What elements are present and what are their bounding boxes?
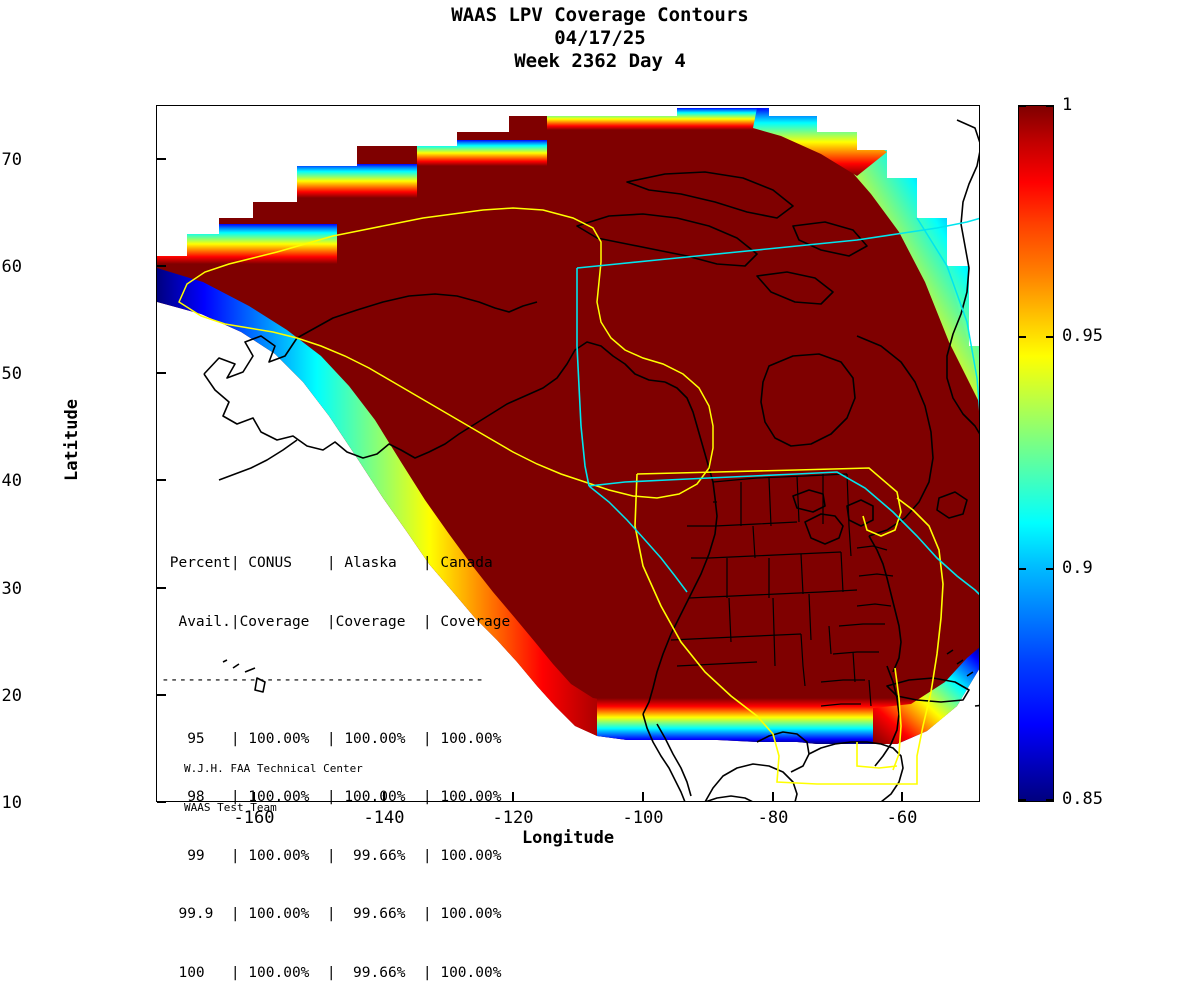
conus-florida-extension [856,667,902,771]
state-borders [670,473,894,707]
pacific-falloff-band [157,268,627,740]
y-tick-40 [157,479,166,481]
colorbar-label-085: 0.85 [1062,789,1103,809]
colorbar-label-1: 1 [1062,95,1073,115]
y-tick-label-60: 60 [1,257,22,277]
y-tick-30 [157,587,166,589]
coverage-map-svg [157,108,979,801]
credit-line-2: WAAS Test Team [184,801,277,814]
x-tick-m160 [253,792,255,801]
table-row: 98 | 100.00% | 100.00% | 100.00% [161,789,502,805]
chart-title-block: WAAS LPV Coverage Contours 04/17/25 Week… [0,4,1200,73]
y-tick-70 [157,158,166,160]
y-tick-60 [157,265,166,267]
stats-header-row-1: Percent| CONUS | Alaska | Canada [161,555,493,571]
x-tick-m120 [512,792,514,801]
colorbar-tick-1 [1018,105,1026,107]
y-tick-label-30: 30 [1,579,22,599]
canada-west-boundary [576,268,590,487]
colorbar-tick-085-r [1046,799,1054,801]
x-tick-label-m120: -120 [492,808,534,828]
map-canvas [157,106,979,801]
table-row: 99 | 100.00% | 99.66% | 100.00% [161,847,502,864]
stats-separator: ------------------------------------- [161,672,485,688]
y-tick-20 [157,694,166,696]
x-tick-label-m80: -80 [757,808,789,828]
x-tick-label-m140: -140 [363,808,405,828]
colorbar-tick-09-r [1046,568,1054,570]
colorbar-tick-1-r [1046,105,1054,107]
y-tick-label-70: 70 [1,150,22,170]
title-line-3: Week 2362 Day 4 [514,50,686,72]
x-tick-m100 [642,792,644,801]
map-plot-area [156,105,980,802]
credit-line-1: W.J.H. FAA Technical Center [184,762,363,775]
colorbar-gradient [1018,105,1054,802]
conus-service-volume [634,467,944,785]
colorbar-label-095: 0.95 [1062,326,1103,346]
y-tick-10 [157,801,166,803]
title-line-1: WAAS LPV Coverage Contours [451,4,749,26]
colorbar-tick-09 [1018,568,1026,570]
y-tick-label-20: 20 [1,686,22,706]
y-tick-50 [157,372,166,374]
table-row: 100 | 100.00% | 99.66% | 100.00% [161,964,502,981]
x-tick-m60 [901,792,903,801]
canada-southwest-segment [588,485,688,593]
x-tick-label-m60: -60 [886,808,918,828]
colorbar-tick-085 [1018,799,1026,801]
y-tick-label-50: 50 [1,364,22,384]
x-tick-m140 [383,792,385,801]
table-row: 99.9 | 100.00% | 99.66% | 100.00% [161,906,502,922]
stats-header-row-2: Avail.|Coverage |Coverage | Coverage [161,613,511,630]
x-tick-m80 [772,792,774,801]
y-tick-label-40: 40 [1,471,22,491]
x-axis-label: Longitude [521,828,615,848]
y-axis-label: Latitude [62,399,82,481]
title-line-2: 04/17/25 [554,27,646,49]
table-row: 95 | 100.00% | 100.00% | 100.00% [161,730,502,747]
y-tick-label-10: 10 [1,793,22,813]
colorbar-label-09: 0.9 [1062,558,1093,578]
x-tick-label-m160: -160 [233,808,275,828]
coastlines [203,119,979,801]
credit-block: W.J.H. FAA Technical Center WAAS Test Te… [184,736,363,827]
canada-north-boundary [576,217,979,269]
alaska-service-volume [178,207,714,499]
colorbar-group: 1 0.95 0.9 0.85 [1018,95,1103,809]
colorbar-tick-095-r [1046,336,1054,338]
canada-east-boundary [916,217,979,412]
canada-south-boundary [588,471,979,596]
x-tick-label-m100: -100 [622,808,664,828]
colorbar-tick-095 [1018,336,1026,338]
